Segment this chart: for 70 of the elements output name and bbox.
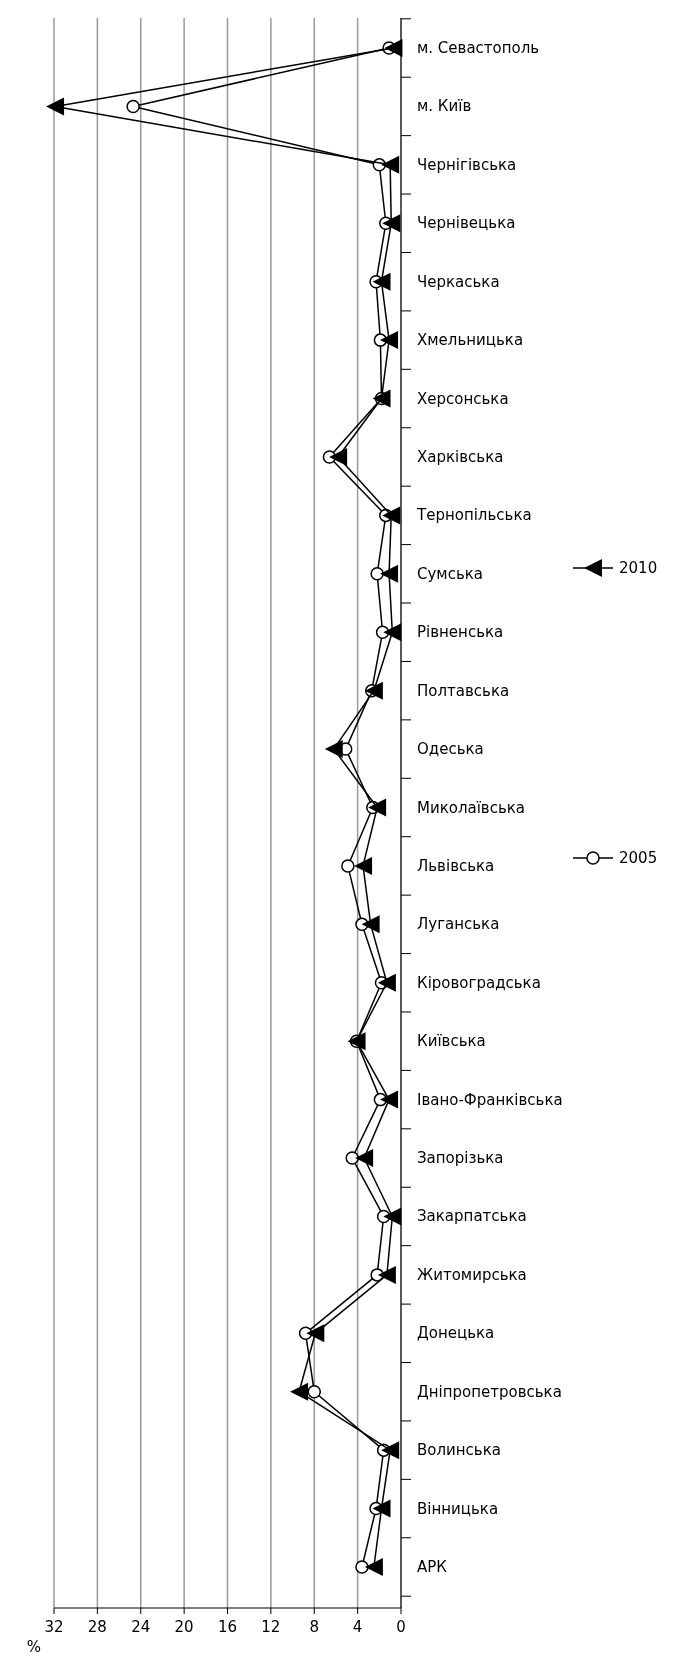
y-tick-label: Херсонська: [417, 389, 509, 408]
point: [381, 1441, 400, 1460]
x-tick-label: 0: [396, 1618, 406, 1636]
point: [377, 1265, 396, 1284]
point: [329, 447, 348, 466]
point: [364, 681, 383, 700]
x-tick-label: 20: [174, 1618, 194, 1636]
x-axis-title: %: [26, 1638, 42, 1656]
point: [46, 97, 65, 116]
y-tick-label: Запорізька: [417, 1149, 504, 1168]
point: [126, 99, 140, 114]
y-tick-label: Чернівецька: [417, 214, 516, 233]
point: [377, 973, 396, 992]
point: [364, 1558, 383, 1576]
point: [307, 1384, 321, 1399]
point: [355, 1149, 374, 1168]
y-tick-label: Житомирська: [417, 1265, 527, 1284]
y-tick-label: Кіровоградська: [417, 973, 541, 992]
point: [370, 567, 384, 581]
point: [382, 214, 401, 233]
point: [341, 859, 355, 873]
point: [324, 740, 343, 759]
point: [380, 1090, 399, 1109]
y-tick-label: Дніпропетровська: [417, 1382, 562, 1401]
point: [383, 623, 402, 642]
y-tick-label: Волинська: [417, 1441, 501, 1460]
y-tick-label: Сумська: [417, 564, 484, 583]
x-tick-label: 8: [309, 1618, 320, 1636]
y-tick-label: Тернопільська: [416, 506, 532, 525]
x-tick-label: 16: [217, 1618, 238, 1636]
point: [382, 506, 401, 525]
point: [361, 915, 380, 934]
y-tick-label: Донецька: [417, 1324, 495, 1343]
point: [368, 798, 387, 817]
point: [355, 1560, 369, 1574]
x-tick-label: 32: [44, 1618, 64, 1636]
y-tick-label: Львівська: [417, 856, 495, 875]
point: [306, 1324, 325, 1343]
x-tick-label: 28: [87, 1618, 107, 1636]
y-tick-label: АРК: [417, 1558, 448, 1576]
y-tick-label: Вінницька: [417, 1499, 499, 1518]
point: [383, 1207, 402, 1226]
legend-label: 2010: [619, 559, 658, 577]
point: [380, 564, 399, 583]
y-tick-label: Рівненська: [417, 623, 504, 642]
point: [381, 155, 400, 174]
legend-label: 2005: [619, 849, 658, 867]
y-tick-label: Миколаївська: [417, 798, 526, 817]
x-tick-label: 24: [131, 1618, 151, 1636]
point: [372, 272, 391, 291]
y-tick-label: м. Севастополь: [417, 39, 540, 57]
x-tick-label: 4: [352, 1618, 363, 1636]
y-tick-label: Київська: [417, 1032, 486, 1051]
y-tick-label: Черкаська: [417, 272, 500, 291]
y-tick-label: Одеська: [417, 740, 484, 759]
x-tick-label: 12: [261, 1618, 281, 1636]
point: [380, 331, 399, 350]
point: [290, 1382, 309, 1401]
y-tick-label: Закарпатська: [417, 1207, 527, 1226]
y-tick-label: Луганська: [417, 915, 500, 934]
point: [384, 39, 403, 57]
y-tick-label: Полтавська: [417, 681, 510, 700]
y-tick-label: Івано-Франківська: [417, 1090, 563, 1109]
point: [372, 1499, 391, 1518]
y-tick-label: м. Київ: [417, 97, 472, 116]
y-tick-label: Хмельницька: [417, 331, 524, 350]
point: [354, 856, 373, 875]
y-tick-label: Чернігівська: [417, 155, 517, 174]
point: [345, 1151, 359, 1165]
y-tick-label: Харківська: [417, 447, 504, 466]
